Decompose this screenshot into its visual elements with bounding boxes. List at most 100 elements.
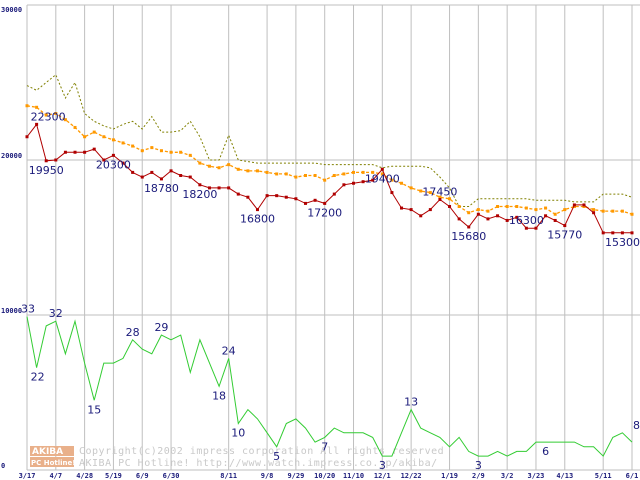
series-1-point: [611, 209, 615, 213]
series-1-point: [188, 153, 192, 157]
url-line: AKIBA PC Hotline! http://www.watch.impre…: [79, 458, 438, 469]
series-2-point: [630, 231, 634, 235]
data-label: 15: [87, 403, 101, 416]
series-2-point: [217, 186, 221, 190]
data-label: 13: [404, 396, 418, 409]
series-2-point: [553, 218, 557, 222]
series-line-2: [26, 123, 632, 234]
series-1-point: [44, 113, 48, 117]
series-2-point: [303, 201, 307, 205]
series-2-point: [25, 135, 29, 139]
copyright-line: Copyright(c)2002 impress corporation All…: [79, 446, 444, 457]
series-1-point: [92, 130, 96, 134]
y-tick-label: 10000: [1, 307, 22, 315]
data-label: 15300: [605, 236, 640, 249]
series-2-point: [54, 158, 58, 162]
series-1-point: [572, 205, 576, 208]
series-2-point: [611, 231, 615, 235]
data-label: 18200: [182, 188, 217, 201]
data-label: 33: [21, 303, 35, 316]
x-tick-label: 12/1: [374, 472, 391, 480]
series-1-point: [438, 195, 442, 199]
series-2-point: [544, 214, 548, 218]
series-1-point: [217, 166, 221, 170]
series-2-point: [361, 180, 365, 184]
series-1-point: [236, 167, 240, 171]
series-1-point: [275, 172, 279, 176]
series-2-point: [63, 150, 67, 154]
data-label: 28: [126, 326, 140, 339]
data-label: 19950: [29, 164, 64, 177]
data-label: 6: [542, 445, 549, 458]
series-1-point: [582, 205, 586, 208]
series-2-point: [563, 224, 567, 228]
series-2-point: [505, 218, 509, 222]
x-tick-label: 4/28: [76, 472, 93, 480]
x-tick-label: 3/17: [19, 472, 36, 480]
x-tick-label: 11/10: [343, 472, 364, 480]
x-tick-label: 8/11: [220, 472, 237, 480]
series-2-point: [601, 231, 605, 235]
series-2-point: [102, 158, 106, 162]
series-2-point: [111, 153, 115, 157]
series-1-point: [303, 174, 307, 177]
series-1-point: [428, 191, 432, 195]
series-1-point: [380, 172, 384, 176]
logo-top-text: AKIBA: [32, 447, 63, 457]
series-1-point: [102, 135, 106, 139]
series-1-point: [169, 150, 173, 154]
series-2-point: [524, 226, 528, 230]
series-2-point: [150, 170, 154, 174]
series-1-point: [179, 150, 183, 154]
series-2-point: [294, 197, 298, 201]
data-label: 22300: [31, 110, 66, 123]
series-1-point: [131, 144, 135, 148]
series-2-point: [409, 208, 413, 212]
x-tick-label: 2/9: [472, 472, 485, 480]
series-2-point: [227, 186, 231, 190]
series-2-point: [73, 150, 77, 154]
series-2-point: [131, 170, 135, 174]
chart-series: [25, 73, 634, 457]
series-1-point: [409, 186, 413, 190]
series-1-point: [332, 174, 336, 177]
data-label: 7: [321, 440, 328, 453]
series-2-point: [323, 201, 327, 205]
series-2-point: [246, 195, 250, 199]
series-2-point: [255, 208, 259, 212]
series-1-point: [592, 208, 596, 212]
series-1-point: [54, 112, 58, 115]
series-1-point: [342, 172, 346, 176]
series-2-point: [371, 178, 375, 182]
series-2-point: [284, 195, 288, 199]
series-line-3: [26, 316, 633, 457]
series-2-point: [572, 203, 576, 207]
data-label: 22: [31, 371, 45, 384]
series-1-point: [121, 141, 125, 145]
series-1-point: [255, 169, 259, 173]
series-2-point: [428, 208, 432, 212]
series-2-point: [207, 186, 211, 190]
series-2-point: [448, 205, 452, 208]
data-label: 3: [475, 459, 482, 472]
series-2-point: [438, 198, 442, 202]
data-label: 29: [154, 321, 168, 334]
series-2-point: [198, 183, 202, 187]
series-2-point: [83, 150, 87, 154]
akiba-logo: AKIBA PC Hotline!: [30, 446, 75, 467]
series-1-point: [524, 206, 528, 210]
series-1-point: [323, 178, 327, 182]
series-2-point: [515, 215, 519, 219]
data-label: 20300: [96, 158, 131, 171]
series-1-point: [284, 172, 288, 176]
series-1-point: [457, 205, 461, 208]
series-2-point: [275, 194, 279, 198]
series-2-point: [390, 191, 394, 195]
series-2-point: [140, 175, 144, 179]
series-1-point: [227, 163, 231, 167]
data-label: 19400: [365, 172, 400, 185]
x-tick-label: 3/2: [501, 472, 514, 480]
series-1-point: [371, 170, 375, 174]
series-2-point: [352, 181, 356, 185]
series-2-point: [467, 225, 471, 229]
